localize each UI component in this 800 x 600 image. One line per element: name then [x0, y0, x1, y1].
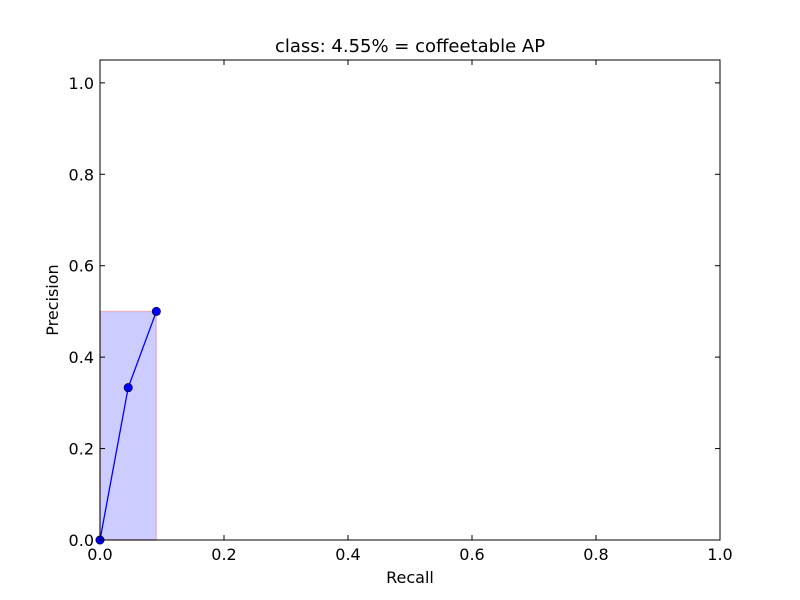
plot-area	[95, 306, 161, 545]
y-tick-label: 0.8	[69, 165, 94, 184]
chart-title: class: 4.55% = coffeetable AP	[275, 36, 545, 57]
x-tick-label: 0.0	[87, 545, 112, 564]
y-tick-label: 0.6	[69, 257, 94, 276]
data-point	[151, 306, 161, 316]
data-point	[123, 383, 133, 393]
y-tick-label: 1.0	[69, 74, 94, 93]
y-tick-label: 0.2	[69, 440, 94, 459]
x-tick-label: 0.2	[211, 545, 236, 564]
y-tick-label: 0.0	[69, 531, 94, 550]
x-tick-label: 1.0	[707, 545, 732, 564]
axes-frame	[99, 59, 721, 541]
pr-area-fill	[99, 310, 158, 541]
x-tick-label: 0.4	[335, 545, 360, 564]
y-axis-label: Precision	[43, 264, 62, 335]
x-axis-label: Recall	[386, 568, 434, 587]
x-tick-label: 0.6	[459, 545, 484, 564]
x-tick-label: 0.8	[583, 545, 608, 564]
ticks: 0.0 0.2 0.4 0.6 0.8 1.0 0.0 0.2 0.4 0.6 0.8 1.0	[69, 60, 733, 564]
y-tick-label: 0.4	[69, 348, 94, 367]
